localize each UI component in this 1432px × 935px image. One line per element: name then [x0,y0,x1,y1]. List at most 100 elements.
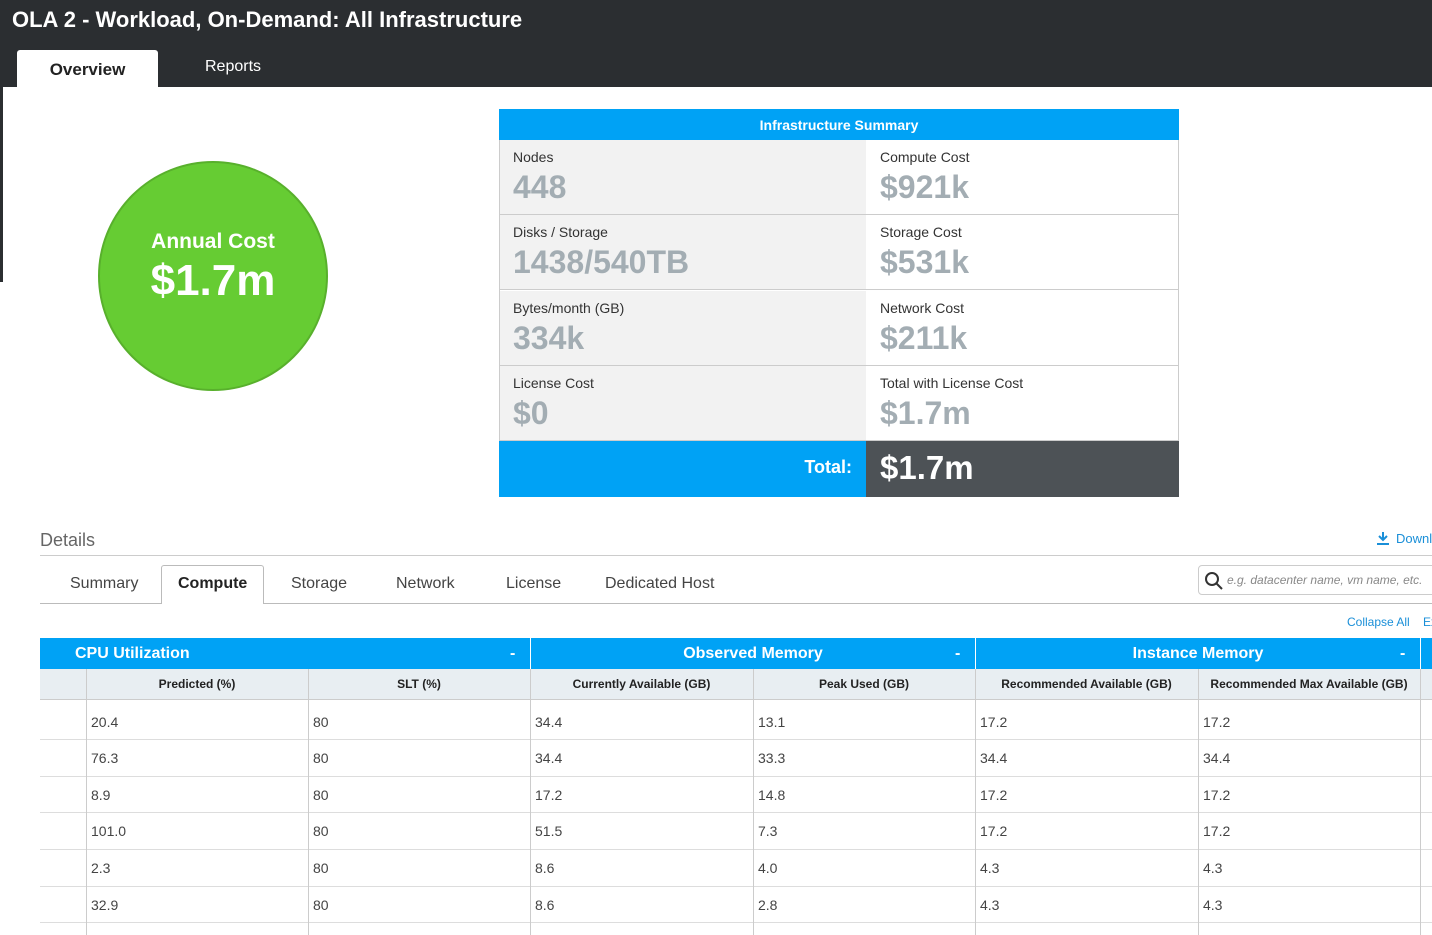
summary-label: Nodes [513,149,553,165]
total-value: $1.7m [880,449,974,487]
details-title: Details [40,530,95,551]
cell: 20.4 [91,714,118,730]
column-header: Predicted (%) [86,677,308,691]
cell: 2.3 [91,860,110,876]
expand-all[interactable]: Expand All [1423,615,1432,629]
summary-value: 448 [513,169,566,206]
row-line [40,849,1432,850]
group-toggle[interactable]: - [955,645,960,663]
cell: 17.2 [1203,787,1230,803]
tab[interactable]: Reports [205,58,261,76]
cell: 2.8 [758,897,777,913]
group-title: Observed Memory [531,645,975,663]
cell: 34.4 [535,714,562,730]
row-line [40,922,1432,923]
download-icon[interactable] [1376,531,1390,546]
cell: 17.2 [980,714,1007,730]
group-toggle[interactable]: - [1400,645,1405,663]
column-header: Recommended Available (GB) [975,677,1198,691]
cell: 32.9 [91,897,118,913]
detail-tab[interactable]: Compute [178,575,247,593]
column-line [86,669,87,935]
detail-tab[interactable]: Summary [70,575,138,593]
cell: 17.2 [1203,714,1230,730]
search-icon [1204,571,1224,591]
cell: 80 [313,860,329,876]
column-line [753,669,754,935]
group-title: CPU Utilization [75,645,190,663]
column-line [308,669,309,935]
row-line [40,776,1432,777]
cell: 17.2 [980,823,1007,839]
total-label: Total: [499,457,852,478]
cell: 8.9 [91,787,110,803]
cell: 80 [313,897,329,913]
summary-label: Network Cost [880,300,964,316]
summary-value: $211k [880,320,967,357]
row-line [40,812,1432,813]
column-line [530,669,531,935]
summary-label: Storage Cost [880,224,962,240]
summary-value: 334k [513,320,584,357]
cell: 76.3 [91,750,118,766]
cell: 8.6 [535,860,554,876]
column-header: Peak Used (GB) [753,677,975,691]
detail-tab[interactable]: Dedicated Host [605,575,714,593]
detail-tab[interactable]: Storage [291,575,347,593]
download-link[interactable]: Download [1396,531,1432,546]
summary-label: Disks / Storage [513,224,608,240]
cell: 8.6 [535,897,554,913]
summary-label: License Cost [513,375,594,391]
cell: 17.2 [980,787,1007,803]
cell: 34.4 [980,750,1007,766]
annual-label: Annual Cost [98,230,328,254]
column-header: Currently Available (GB) [530,677,753,691]
summary-value: $1.7m [880,395,971,432]
cell: 101.0 [91,823,126,839]
cell: 80 [313,787,329,803]
summary-title: Infrastructure Summary [499,117,1179,133]
search-placeholder: e.g. datacenter name, vm name, etc. [1227,573,1422,587]
cell: 13.1 [758,714,785,730]
cell: 4.3 [1203,897,1222,913]
cell: 17.2 [535,787,562,803]
annual-value: $1.7m [98,256,328,306]
cell: 80 [313,714,329,730]
cell: 4.0 [758,860,777,876]
detail-tab[interactable]: License [506,575,561,593]
column-line [1420,669,1421,935]
group-sep [1420,638,1421,669]
summary-label: Total with License Cost [880,375,1023,391]
row-line [40,739,1432,740]
summary-value: 1438/540TB [513,244,689,281]
row-line [40,886,1432,887]
cell: 51.5 [535,823,562,839]
cell: 4.3 [980,897,999,913]
sidebar-edge [0,87,3,282]
cell: 7.3 [758,823,777,839]
cell: 80 [313,823,329,839]
column-line [975,669,976,935]
cell: 14.8 [758,787,785,803]
summary-label: Bytes/month (GB) [513,300,624,316]
cell: 33.3 [758,750,785,766]
column-header: SLT (%) [308,677,530,691]
collapse-all[interactable]: Collapse All [1347,615,1410,629]
cell: 80 [313,750,329,766]
cell: 4.3 [980,860,999,876]
summary-value: $0 [513,395,549,432]
tab[interactable]: Overview [17,60,158,80]
column-line [1198,669,1199,935]
column-header: Recommended Max Available (GB) [1198,677,1420,691]
detail-tab[interactable]: Network [396,575,455,593]
summary-value: $921k [880,169,969,206]
cell: 17.2 [1203,823,1230,839]
summary-value: $531k [880,244,969,281]
cell: 34.4 [535,750,562,766]
divider [40,555,1432,556]
summary-label: Compute Cost [880,149,969,165]
group-toggle[interactable]: - [510,645,515,663]
cell: 4.3 [1203,860,1222,876]
page-title: OLA 2 - Workload, On-Demand: All Infrast… [12,7,522,33]
